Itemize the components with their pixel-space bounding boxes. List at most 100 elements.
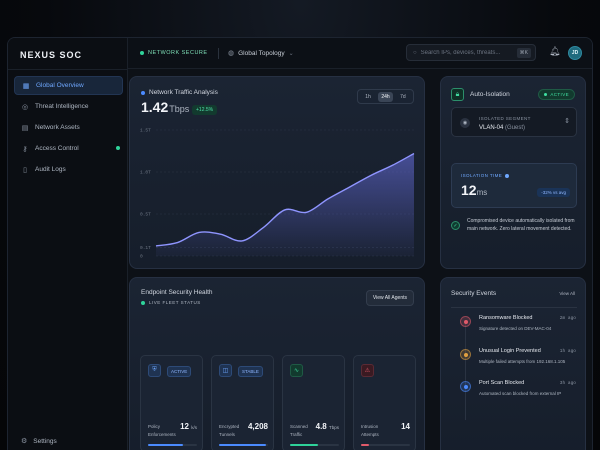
lock-icon: 🔒︎ — [451, 88, 464, 101]
event-item[interactable]: Port Scan Blocked 3h ago Automated scan … — [460, 380, 580, 408]
tile-intrusion-attempts[interactable]: ⚠ Intrusion Attempts 14 — [353, 355, 416, 450]
isolation-time-delta: -32% vs avg — [537, 188, 570, 197]
segment-guest: (Guest) — [505, 125, 526, 131]
isolation-time-number: 12 — [461, 182, 477, 198]
tile-label: Encrypted Tunnels — [219, 423, 255, 438]
sidebar-item-audit-logs[interactable]: ▯ Audit Logs — [14, 160, 123, 179]
check-icon: ✓ — [451, 221, 460, 230]
tile-value-unit: Tbps — [328, 425, 339, 430]
tile-value-number: 12 — [180, 422, 189, 431]
tile-label: Intrusion Attempts — [361, 423, 397, 438]
event-name: Ransomware Blocked — [479, 315, 533, 321]
tile-scanned-traffic[interactable]: ∿ Scanned Traffic 4.8 Tbps — [282, 355, 345, 450]
traffic-title: Network Traffic Analysis — [141, 89, 218, 96]
tile-label-line2: Traffic — [290, 431, 303, 437]
event-item[interactable]: Unusual Login Prevented 1h ago Multiple … — [460, 348, 580, 376]
traffic-value: 1.42Tbps — [141, 99, 189, 115]
range-1h[interactable]: 1h — [365, 93, 371, 100]
event-name: Unusual Login Prevented — [479, 348, 541, 354]
tile-progress-bar — [361, 444, 410, 446]
event-time: 2m ago — [559, 316, 576, 321]
y-tick-label: 0.5T — [140, 212, 151, 218]
y-tick-label: 1.5T — [140, 128, 151, 134]
database-icon: ◫ — [219, 364, 232, 377]
isolation-time-value: 12ms — [461, 182, 487, 198]
events-view-all-link[interactable]: View All — [559, 291, 575, 296]
view-all-agents-button[interactable]: View All Agents — [365, 290, 414, 306]
event-desc: Automated scan blocked from external IP — [479, 391, 562, 396]
tile-label: Scanned Traffic — [290, 423, 326, 438]
event-dot — [460, 316, 471, 327]
status-dot — [140, 51, 144, 55]
endpoint-tiles: ⛨ ACTIVE Policy Enforcements 12 k/s ◫ STA… — [140, 355, 416, 450]
traffic-area-fill — [156, 153, 414, 256]
sidebar-item-global-overview[interactable]: ▦ Global Overview — [14, 76, 123, 95]
topbar: NETWORK SECURE ◍ Global Topology ⌄ ○ ⌘K … — [128, 38, 592, 69]
traffic-value-number: 1.42 — [141, 99, 169, 115]
search-box: ○ ⌘K — [406, 44, 536, 61]
range-7d[interactable]: 7d — [400, 93, 406, 100]
tile-encrypted-tunnels[interactable]: ◫ STABLE Encrypted Tunnels 4,208 — [211, 355, 274, 450]
sidebar-divider — [8, 69, 128, 70]
event-dot-inner — [463, 352, 468, 357]
segment-selector[interactable]: ◉ ISOLATED SEGMENT VLAN-04 (Guest) ⇕ — [451, 107, 577, 137]
document-icon: ▯ — [23, 166, 27, 174]
y-tick-label: 0.1T — [140, 245, 151, 251]
network-status: NETWORK SECURE — [140, 50, 208, 56]
search-icon: ○ — [413, 49, 417, 56]
range-24h[interactable]: 24h — [378, 91, 393, 102]
sidebar-item-network-assets[interactable]: ▤ Network Assets — [14, 118, 123, 137]
sidebar-item-access-control[interactable]: ⚷ Access Control — [14, 139, 123, 158]
grid-icon: ▦ — [22, 82, 30, 90]
search-input[interactable] — [420, 49, 511, 56]
network-status-label: NETWORK SECURE — [148, 50, 208, 56]
event-time: 1h ago — [559, 349, 576, 354]
tile-label: Policy Enforcements — [148, 423, 184, 438]
activity-icon: ∿ — [290, 364, 303, 377]
radar-icon: ◎ — [21, 103, 29, 111]
shield-icon: ⛨ — [148, 364, 161, 377]
sidebar-item-settings[interactable]: ⚙ Settings — [21, 437, 57, 446]
tile-policy-enforcements[interactable]: ⛨ ACTIVE Policy Enforcements 12 k/s — [140, 355, 203, 450]
endpoint-title: Endpoint Security Health — [141, 289, 213, 296]
isolation-time-label-text: ISOLATION TIME — [461, 173, 503, 178]
key-icon: ⚷ — [22, 145, 28, 153]
traffic-title-text: Network Traffic Analysis — [149, 89, 218, 96]
alert-icon: ⚠ — [361, 364, 374, 377]
event-time: 3h ago — [559, 381, 576, 386]
traffic-card: Network Traffic Analysis 1.42Tbps +12.5%… — [129, 76, 425, 269]
segment-label: ISOLATED SEGMENT — [479, 116, 531, 121]
tile-label-line1: Scanned — [290, 424, 308, 429]
avatar[interactable]: JD — [568, 46, 582, 60]
gear-icon: ⚙ — [21, 438, 28, 445]
app-window: NEXUS SOC ▦ Global Overview ◎ Threat Int… — [7, 37, 593, 450]
endpoint-health-card: Endpoint Security Health LIVE FLEET STAT… — [129, 277, 425, 450]
sidebar-item-label: Audit Logs — [35, 166, 66, 173]
auto-isolation-card: 🔒︎ Auto-Isolation ACTIVE ◉ ISOLATED SEGM… — [440, 76, 586, 269]
brand-logo: NEXUS SOC — [20, 50, 83, 60]
isolation-time-unit: ms — [476, 188, 488, 197]
tile-progress-bar — [219, 444, 268, 446]
chevron-updown-icon: ⇕ — [564, 118, 570, 125]
info-icon — [505, 173, 510, 178]
sidebar-item-threat-intelligence[interactable]: ◎ Threat Intelligence — [14, 97, 123, 116]
tile-value: 4,208 — [248, 422, 268, 431]
traffic-chart: 1.5T 1.0T 0.5T 0.1T 0 — [140, 128, 415, 260]
tile-value-number: 4,208 — [247, 422, 268, 431]
events-divider — [451, 307, 577, 308]
badge-dot — [544, 93, 548, 96]
event-item[interactable]: Ransomware Blocked 2m ago Signature dete… — [460, 315, 580, 343]
settings-label: Settings — [33, 437, 57, 445]
iso-title: Auto-Isolation — [470, 91, 510, 98]
notification-dot — [116, 146, 120, 150]
tile-label-line1: Encrypted — [219, 424, 240, 429]
tile-value-number: 14 — [401, 422, 410, 431]
bell-icon[interactable]: 🔔︎ — [549, 46, 561, 56]
tile-progress-fill — [361, 444, 369, 446]
iso-header: 🔒︎ Auto-Isolation — [451, 88, 510, 101]
event-desc: Multiple failed attempts from 192.168.1.… — [479, 359, 566, 364]
tile-value: 14 — [401, 422, 410, 431]
tile-label-line2: Tunnels — [219, 431, 235, 437]
topology-selector[interactable]: ◍ Global Topology ⌄ — [228, 49, 294, 58]
isolation-time-label: ISOLATION TIME — [461, 173, 510, 178]
